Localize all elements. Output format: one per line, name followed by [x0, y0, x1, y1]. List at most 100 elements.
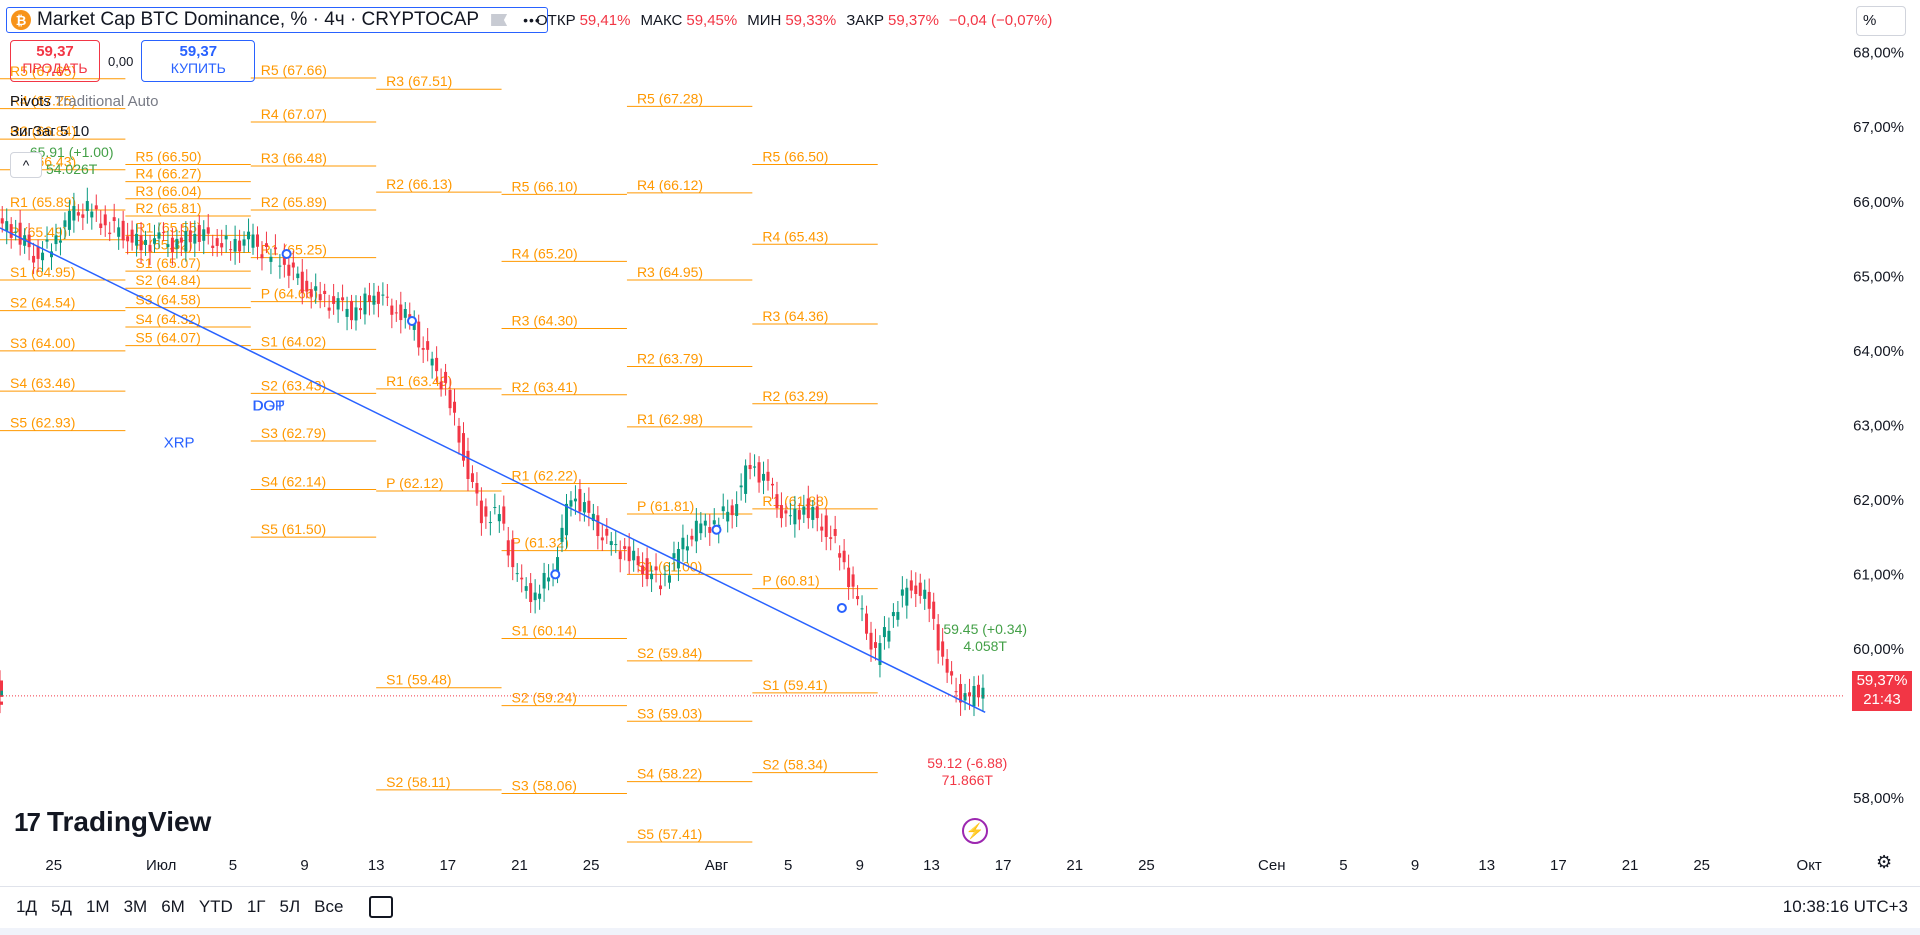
candle-body: [18, 222, 22, 245]
chart-header: ₿ Market Cap BTC Dominance, % · 4ч · CRY…: [6, 6, 548, 34]
candle-body: [99, 223, 103, 228]
candle-body: [197, 225, 201, 242]
candle-body: [484, 506, 488, 517]
time-axis-label: Окт: [1797, 857, 1822, 874]
candle-body: [824, 515, 828, 537]
candle-body: [242, 239, 246, 246]
pivot-level-label: R2 (63.29): [762, 388, 828, 404]
range-button-2[interactable]: 1М: [85, 897, 110, 916]
indicator-pivots[interactable]: Pivots Traditional Auto: [10, 93, 158, 110]
calendar-icon[interactable]: [369, 896, 394, 918]
candle-body: [667, 575, 671, 583]
candle-body: [529, 583, 533, 602]
pivot-level-label: R4 (66.12): [637, 177, 703, 193]
candle-body: [976, 684, 980, 698]
candle-body: [470, 473, 474, 483]
candle-body: [793, 508, 797, 525]
range-button-6[interactable]: 1Г: [246, 897, 266, 916]
candle-body: [739, 485, 743, 488]
more-icon[interactable]: •••: [523, 12, 541, 28]
time-axis-label: 9: [1411, 857, 1419, 874]
range-button-0[interactable]: 1Д: [16, 897, 37, 916]
range-button-7[interactable]: 5Л: [279, 897, 301, 916]
pivot-level-label: R2 (65.89): [261, 194, 327, 210]
flag-icon[interactable]: [491, 14, 508, 26]
candle-body: [511, 539, 515, 568]
candle-body: [748, 464, 752, 470]
candle-body: [130, 229, 134, 243]
time-axis-label: 5: [1339, 857, 1347, 874]
pivot-level-label: R3 (64.30): [512, 312, 578, 328]
candle-body: [9, 224, 13, 238]
pivot-level-label: R4 (66.27): [135, 166, 201, 182]
candle-body: [609, 541, 613, 546]
candle-body: [757, 462, 761, 483]
event-marker: [836, 602, 847, 613]
pivot-level-label: R2 (65.81): [135, 200, 201, 216]
percent-scale-button[interactable]: %: [1856, 6, 1906, 36]
range-button-4[interactable]: 6М: [161, 897, 185, 916]
candle-body: [193, 233, 197, 244]
candle-body: [770, 483, 774, 486]
time-axis-label: 21: [1622, 857, 1639, 874]
candle-body: [618, 551, 622, 560]
candle-body: [229, 249, 233, 251]
candle-body: [148, 244, 152, 252]
tradingview-logo[interactable]: 17 TradingView: [14, 806, 211, 838]
candle-body: [905, 587, 909, 606]
candle-body: [650, 573, 654, 580]
symbol-title[interactable]: Market Cap BTC Dominance, % · 4ч · CRYPT…: [37, 9, 480, 30]
lightning-icon[interactable]: ⚡: [962, 818, 988, 844]
gear-icon[interactable]: ⚙: [1876, 852, 1893, 872]
range-button-3[interactable]: 3М: [123, 897, 148, 916]
candle-body: [703, 520, 707, 526]
candle-body: [291, 262, 295, 268]
ohlc-values: ОТКР 59,41% МАКС 59,45% МИН 59,33% ЗАКР 59,37% −…: [536, 12, 1058, 29]
candle-body: [690, 535, 694, 540]
candle-body: [950, 671, 954, 676]
indicator-zigzag[interactable]: ЗигЗаг 5 10: [10, 123, 89, 140]
pivot-level-label: S4 (62.14): [261, 473, 326, 489]
ohlc-value: 59,37%: [888, 12, 939, 29]
zigzag-value-label: 59.45 (+0.34): [943, 621, 1027, 637]
candle-body: [882, 627, 886, 638]
pivot-level-label: R1 (65.89): [10, 194, 76, 210]
pivot-level-label: R4 (67.25): [10, 93, 76, 109]
range-button-1[interactable]: 5Д: [50, 897, 72, 916]
pivot-level-label: R3 (66.84): [10, 123, 76, 139]
bitcoin-icon: ₿: [11, 10, 31, 30]
candle-body: [833, 528, 837, 536]
candle-body: [605, 528, 609, 536]
time-axis-label: 17: [995, 857, 1012, 874]
range-button-8[interactable]: Все: [314, 897, 344, 916]
clock[interactable]: 10:38:16 UTC+3: [1782, 897, 1908, 916]
candle-body: [766, 471, 770, 481]
pivot-level-label: S3 (59.03): [637, 705, 702, 721]
sell-button[interactable]: 59,37 ПРОДАТЬ: [10, 40, 100, 82]
candle-body: [85, 201, 89, 211]
candle-body: [269, 256, 273, 262]
time-axis-label: 25: [1138, 857, 1155, 874]
candle-body: [654, 566, 658, 571]
time-axis-label: Июл: [146, 857, 176, 874]
pivot-level-label: R3 (64.36): [762, 308, 828, 324]
candle-body: [959, 684, 963, 703]
candle-body: [600, 537, 604, 541]
buy-button[interactable]: 59,37 КУПИТЬ: [141, 40, 256, 82]
candle-body: [860, 608, 864, 610]
candle-body: [81, 214, 85, 218]
candle-body: [627, 546, 631, 562]
candle-body: [152, 238, 156, 244]
candle-body: [838, 553, 842, 558]
symbol-selector[interactable]: ₿ Market Cap BTC Dominance, % · 4ч · CRY…: [6, 7, 548, 33]
candle-body: [305, 280, 309, 292]
range-button-5[interactable]: YTD: [198, 897, 233, 916]
indicator-params: 5 10: [59, 123, 90, 140]
candle-body: [0, 683, 3, 691]
candle-body: [27, 234, 31, 248]
candle-body: [220, 243, 224, 248]
collapse-indicators-button[interactable]: ^: [10, 152, 42, 178]
candle-body: [461, 433, 465, 461]
candle-body: [641, 565, 645, 575]
